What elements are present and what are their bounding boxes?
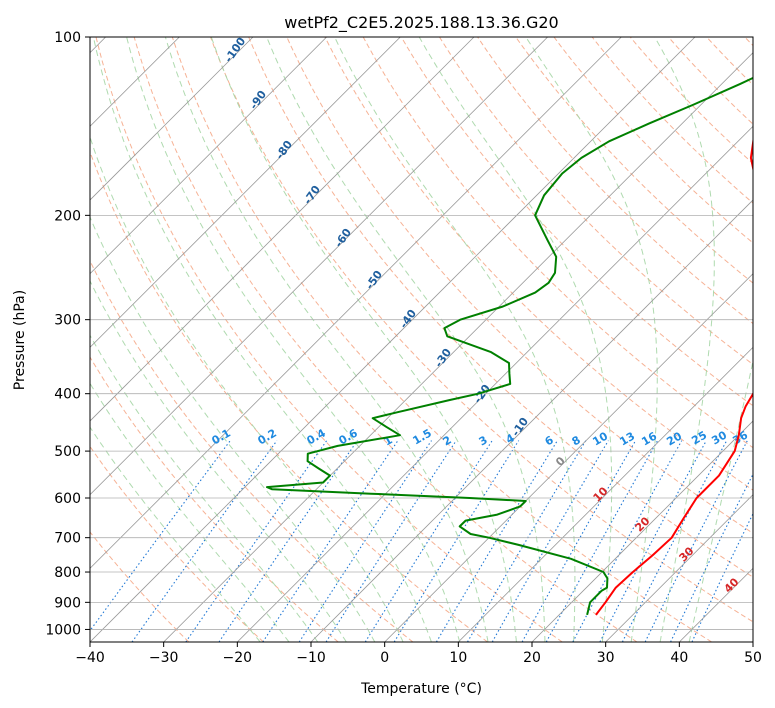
mixing-ratio-line — [491, 440, 609, 642]
mixing-ratio-line — [572, 440, 683, 642]
isotherm-line — [237, 125, 753, 642]
x-tick-label: 0 — [380, 650, 389, 666]
chart-title: wetPf2_C2E5.2025.188.13.36.G20 — [284, 13, 558, 33]
mixing-ratio-line — [131, 440, 278, 642]
y-tick-label: 600 — [54, 491, 81, 507]
dry-adiabat-line — [438, 37, 753, 366]
dry-adiabat-line — [286, 37, 753, 534]
y-tick-label: 100 — [54, 30, 81, 46]
dry-adiabat-line — [400, 37, 753, 407]
y-axis: 1000 900 800 700 600 500 400 300 200 100 — [45, 30, 90, 638]
dry-adiabat-line — [95, 37, 563, 642]
mixing-ratio-lines — [90, 440, 753, 642]
isotherm-line — [90, 37, 622, 569]
isotherm-line — [384, 273, 753, 642]
plot-frame — [89, 36, 754, 643]
moist-adiabat-line — [90, 334, 319, 642]
x-tick-label: 20 — [523, 650, 541, 666]
mixing-ratio-line — [325, 440, 457, 642]
moist-adiabat-line — [525, 37, 658, 642]
dry-adiabat-line — [324, 37, 753, 491]
dry-adiabat-line — [591, 37, 753, 204]
moist-adiabat-line — [266, 37, 546, 642]
dry-adiabat-line — [362, 37, 753, 449]
isotherm-line — [90, 37, 696, 642]
dry-adiabat-line — [171, 37, 712, 642]
dry-adiabat-line — [210, 37, 753, 623]
dry-adiabat-line — [90, 356, 339, 642]
dewpoint-line — [266, 76, 753, 616]
mixing-ratio-line — [467, 440, 587, 642]
isotherm-grid — [90, 37, 753, 642]
isotherm-line — [458, 346, 753, 642]
isotherm-line — [90, 37, 548, 496]
dry-adiabat-line — [90, 259, 414, 642]
moist-adiabats — [90, 37, 753, 642]
mixing-ratio-line — [185, 440, 328, 642]
moist-adiabat-line — [92, 37, 432, 642]
isotherm-line — [531, 420, 753, 642]
mixing-ratio-line — [435, 440, 558, 642]
mixing-ratio-line — [521, 440, 637, 642]
y-tick-label: 200 — [54, 208, 81, 224]
isotherm-line — [90, 37, 327, 275]
moist-adiabat-line — [90, 382, 290, 642]
isotherm-line — [605, 494, 753, 642]
moist-adiabat-line — [90, 135, 404, 642]
x-tick-label: −10 — [296, 650, 326, 666]
y-tick-label: 400 — [54, 387, 81, 403]
mixing-ratio-line — [298, 440, 432, 642]
moist-adiabat-line — [90, 215, 376, 642]
y-tick-label: 1000 — [45, 622, 81, 638]
x-tick-label: 10 — [449, 650, 467, 666]
x-axis-label: Temperature (°C) — [360, 681, 482, 697]
x-tick-label: −40 — [75, 650, 105, 666]
pressure-grid — [90, 37, 753, 630]
dry-adiabat-line — [90, 531, 190, 642]
isotherm-line — [90, 37, 475, 422]
moist-adiabat-line — [654, 37, 715, 642]
moist-adiabat-line — [90, 426, 261, 642]
isotherm-line — [310, 199, 753, 642]
dry-adiabat-line — [515, 37, 753, 284]
x-tick-label: −30 — [149, 650, 179, 666]
x-tick-label: 40 — [670, 650, 688, 666]
plot-area: -100-90-80-70-60-50-40-30-20-10010203040… — [90, 37, 753, 642]
mixing-ratio-line — [644, 440, 748, 642]
x-tick-label: 30 — [597, 650, 615, 666]
mixing-ratio-line — [90, 440, 231, 632]
moist-adiabat-line — [164, 37, 489, 642]
y-axis-label: Pressure (hPa) — [12, 290, 28, 390]
isotherm-line — [163, 52, 753, 642]
mixing-ratio-line — [364, 440, 493, 642]
moist-adiabat-line — [126, 37, 461, 642]
y-tick-label: 500 — [54, 444, 81, 460]
moist-adiabat-line — [210, 37, 517, 642]
x-tick-label: −20 — [223, 650, 253, 666]
dry-adiabat-line — [90, 150, 488, 642]
moist-adiabat-line — [688, 358, 753, 642]
mixing-ratio-line — [262, 440, 399, 642]
x-axis: −40 −30 −20 −10 0 10 20 30 40 50 — [75, 642, 762, 666]
mixing-ratio-line — [670, 473, 753, 642]
y-tick-label: 700 — [54, 531, 81, 547]
y-tick-label: 300 — [54, 313, 81, 329]
y-tick-label: 900 — [54, 595, 81, 611]
x-tick-label: 50 — [744, 650, 762, 666]
moist-adiabat-line — [334, 37, 576, 642]
isotherm-line — [90, 37, 401, 348]
isotherm-line — [90, 37, 254, 201]
mixing-ratio-line — [545, 440, 659, 642]
y-tick-label: 800 — [54, 565, 81, 581]
dry-adiabat-line — [476, 37, 753, 325]
